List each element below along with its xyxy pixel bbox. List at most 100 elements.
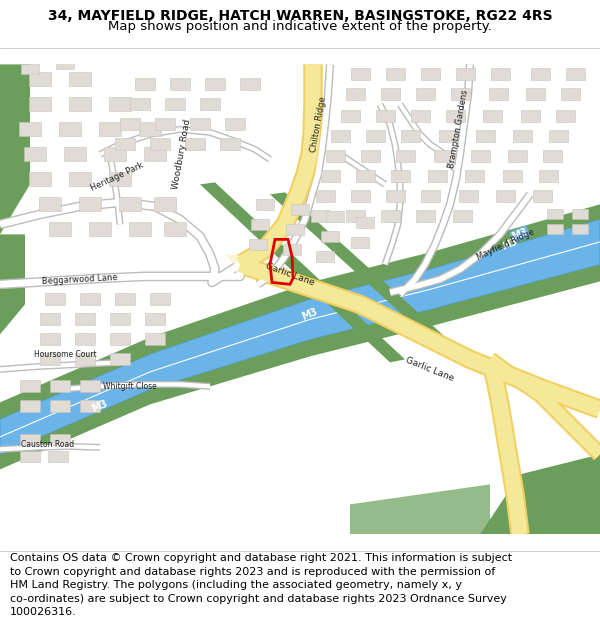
Text: co-ordinates) are subject to Crown copyright and database rights 2023 Ordnance S: co-ordinates) are subject to Crown copyr… [10,594,506,604]
Text: Chilton Ridge: Chilton Ridge [308,96,328,153]
Bar [491,68,509,81]
Bar [119,198,141,211]
Bar [556,111,575,123]
Bar [19,122,41,136]
Bar [433,151,452,162]
Bar [341,111,359,123]
Polygon shape [225,254,270,276]
Bar [421,191,439,202]
Bar [316,191,335,202]
Text: Heritage Park: Heritage Park [89,160,145,192]
Bar [129,222,151,236]
Bar [89,222,111,236]
Bar [120,118,140,131]
Bar [542,151,562,162]
Bar [45,293,65,306]
Polygon shape [480,454,600,534]
Bar [539,171,557,182]
Text: M3: M3 [500,237,520,252]
Bar [59,122,81,136]
Bar [79,198,101,211]
Bar [566,68,584,81]
Bar [29,98,51,111]
Text: Contains OS data © Crown copyright and database right 2021. This information is : Contains OS data © Crown copyright and d… [10,554,512,564]
Bar [50,434,70,445]
Bar [415,211,434,222]
Bar [50,401,70,412]
Bar [80,293,100,306]
Polygon shape [0,204,600,419]
Polygon shape [0,264,600,469]
Bar [48,451,68,462]
Bar [256,199,274,210]
Bar [355,171,374,182]
Bar [451,88,470,101]
Bar [286,224,304,235]
Text: Beggarwood Lane: Beggarwood Lane [42,273,118,286]
Bar [150,138,170,151]
Bar [109,173,131,186]
Bar [512,131,532,142]
Bar [291,204,309,215]
Bar [75,333,95,346]
Bar [20,401,40,412]
Bar [115,138,135,151]
Bar [20,381,40,392]
Bar [572,209,588,219]
Polygon shape [0,64,30,234]
Bar [205,78,225,91]
Bar [20,451,40,462]
Bar [283,244,301,255]
Bar [139,122,161,136]
Bar [135,78,155,91]
Bar [530,68,550,81]
Bar [115,293,135,306]
Bar [533,191,551,202]
Bar [40,333,60,346]
Bar [526,88,545,101]
Bar [69,72,91,86]
Bar [49,222,71,236]
Bar [350,68,370,81]
Bar [346,211,365,222]
Bar [154,198,176,211]
Bar [356,217,374,228]
Bar [572,224,588,234]
Text: Causton Road: Causton Road [22,440,74,449]
Bar [547,209,563,219]
Text: Garlic Lane: Garlic Lane [265,261,316,288]
Bar [316,251,334,262]
Bar [75,313,95,326]
Bar [40,353,60,366]
Bar [476,131,494,142]
Bar [376,111,395,123]
Bar [145,313,165,326]
Bar [225,118,245,131]
Bar [401,131,419,142]
Bar [547,224,563,234]
Bar [249,239,267,250]
Bar [185,138,205,151]
Bar [110,353,130,366]
Bar [521,111,539,123]
Bar [110,313,130,326]
Bar [464,171,484,182]
Bar [427,171,446,182]
Text: M3: M3 [91,399,109,414]
Text: HM Land Registry. The polygons (including the associated geometry, namely x, y: HM Land Registry. The polygons (includin… [10,581,461,591]
Bar [251,219,269,230]
Bar [69,173,91,186]
Bar [56,59,74,69]
Bar [496,191,515,202]
Bar [482,111,502,123]
Bar [29,173,51,186]
Bar [488,88,508,101]
Text: Hoursome Court: Hoursome Court [34,350,97,359]
Bar [365,131,385,142]
Bar [410,111,430,123]
Text: 34, MAYFIELD RIDGE, HATCH WARREN, BASINGSTOKE, RG22 4RS: 34, MAYFIELD RIDGE, HATCH WARREN, BASING… [47,9,553,24]
Text: to Crown copyright and database rights 2023 and is reproduced with the permissio: to Crown copyright and database rights 2… [10,567,495,577]
Bar [361,151,380,162]
Polygon shape [350,484,490,534]
Bar [458,191,478,202]
